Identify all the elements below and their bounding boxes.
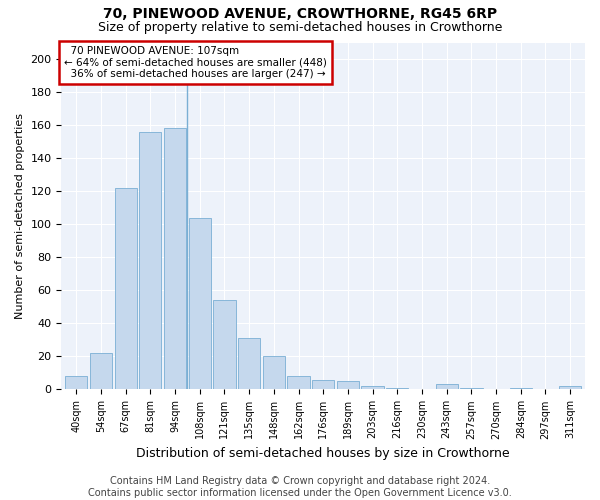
Bar [65, 376, 88, 390]
Bar [287, 376, 310, 390]
Text: 70 PINEWOOD AVENUE: 107sqm
← 64% of semi-detached houses are smaller (448)
  36%: 70 PINEWOOD AVENUE: 107sqm ← 64% of semi… [64, 46, 327, 79]
Y-axis label: Number of semi-detached properties: Number of semi-detached properties [15, 113, 25, 319]
Text: 70, PINEWOOD AVENUE, CROWTHORNE, RG45 6RP: 70, PINEWOOD AVENUE, CROWTHORNE, RG45 6R… [103, 8, 497, 22]
Bar [263, 356, 285, 390]
Text: Size of property relative to semi-detached houses in Crowthorne: Size of property relative to semi-detach… [98, 21, 502, 34]
Bar [188, 218, 211, 390]
Bar [460, 388, 482, 390]
Bar [115, 188, 137, 390]
Bar [139, 132, 161, 390]
Bar [312, 380, 334, 390]
Bar [509, 388, 532, 390]
Bar [337, 381, 359, 390]
Bar [164, 128, 186, 390]
Bar [238, 338, 260, 390]
Bar [90, 353, 112, 390]
Bar [361, 386, 384, 390]
X-axis label: Distribution of semi-detached houses by size in Crowthorne: Distribution of semi-detached houses by … [136, 447, 510, 460]
Bar [386, 388, 409, 390]
Text: Contains HM Land Registry data © Crown copyright and database right 2024.
Contai: Contains HM Land Registry data © Crown c… [88, 476, 512, 498]
Bar [559, 386, 581, 390]
Bar [436, 384, 458, 390]
Bar [213, 300, 236, 390]
